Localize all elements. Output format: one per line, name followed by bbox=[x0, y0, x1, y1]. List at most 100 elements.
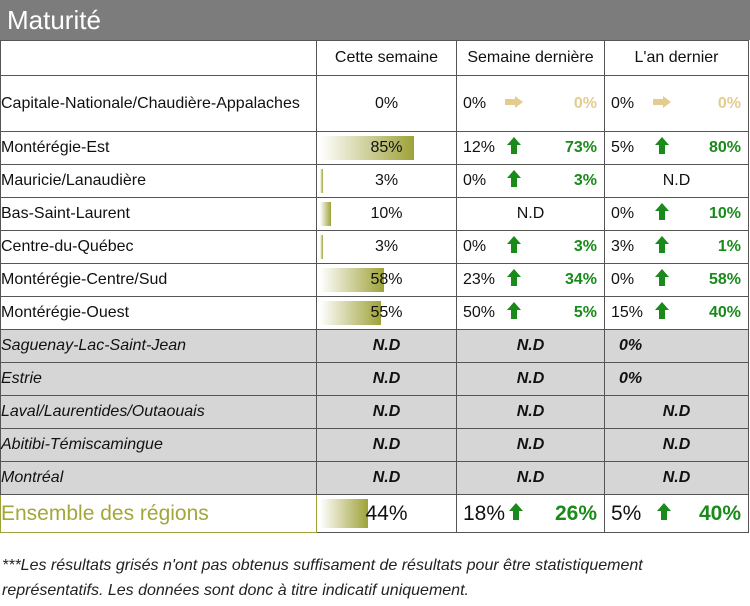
last-year-trend bbox=[645, 203, 679, 225]
last-week-trend bbox=[497, 236, 531, 258]
table-row-greyed: Laval/Laurentides/Outaouais N.D N.D N.D bbox=[0, 395, 749, 429]
last-week-cell: N.D bbox=[456, 362, 605, 396]
last-year-difference: 58% bbox=[708, 271, 741, 288]
page-title: Maturité bbox=[0, 0, 750, 40]
last-year-cell: 15% 40% bbox=[604, 296, 749, 330]
arrow-up-icon bbox=[509, 502, 523, 526]
last-week-trend bbox=[497, 269, 531, 291]
total-last-year-cell: 5% 40% bbox=[604, 494, 749, 533]
maturity-value: 10% bbox=[370, 205, 403, 222]
region-name: Abitibi-Témiscamingue bbox=[0, 428, 317, 462]
last-year-value: 3% bbox=[611, 238, 635, 255]
last-week-cell: 0% 3% bbox=[456, 230, 605, 264]
arrow-up-icon bbox=[507, 302, 521, 324]
last-year-difference: 40% bbox=[708, 304, 741, 321]
total-last-year-comparison: 5% 40% bbox=[605, 495, 748, 532]
maturity-value: 58% bbox=[370, 271, 403, 288]
last-week-value: 50% bbox=[463, 304, 496, 321]
last-year-cell: N.D bbox=[604, 461, 749, 495]
last-year-cell: 0% 0% bbox=[604, 75, 749, 132]
last-week-cell: N.D bbox=[456, 197, 605, 231]
maturity-bar bbox=[320, 301, 381, 325]
table-row: Montérégie-Est 85% 12% 73% 5% 80% bbox=[0, 131, 749, 165]
this-week-cell: N.D bbox=[316, 461, 457, 495]
table-row: Montérégie-Ouest 55% 50% 5% 15% 40% bbox=[0, 296, 749, 330]
last-year-cell: 0% bbox=[604, 362, 749, 396]
this-week-cell: N.D bbox=[316, 428, 457, 462]
last-year-difference: 1% bbox=[717, 238, 741, 255]
last-week-cell: N.D bbox=[456, 461, 605, 495]
table-row: Centre-du-Québec 3% 0% 3% 3% 1% bbox=[0, 230, 749, 264]
table-row: Montérégie-Centre/Sud 58% 23% 34% 0% 58% bbox=[0, 263, 749, 297]
total-last-week-comparison: 18% 26% bbox=[457, 495, 604, 532]
last-year-difference: 0% bbox=[717, 94, 741, 112]
this-week-cell: 10% bbox=[316, 197, 457, 231]
this-week-cell: N.D bbox=[316, 395, 457, 429]
last-year-nd: N.D bbox=[662, 172, 691, 189]
last-week-cell: 0% 0% bbox=[456, 75, 605, 132]
last-week-difference: 3% bbox=[573, 172, 597, 189]
table-row-greyed: Saguenay-Lac-Saint-Jean N.D N.D 0% bbox=[0, 329, 749, 363]
last-week-cell: 50% 5% bbox=[456, 296, 605, 330]
table-row: Mauricie/Lanaudière 3% 0% 3% N.D bbox=[0, 164, 749, 198]
region-name: Montérégie-Centre/Sud bbox=[0, 263, 317, 297]
this-week-cell: 58% bbox=[316, 263, 457, 297]
last-week-difference: 5% bbox=[573, 304, 597, 321]
last-year-comparison: 0% 10% bbox=[605, 198, 748, 230]
arrow-up-icon bbox=[507, 137, 521, 159]
last-year-difference: 80% bbox=[708, 139, 741, 156]
region-name: Estrie bbox=[0, 362, 317, 396]
total-last-year-difference: 40% bbox=[698, 501, 741, 525]
region-name: Montérégie-Ouest bbox=[0, 296, 317, 330]
arrow-up-icon bbox=[657, 502, 671, 526]
total-last-week-trend bbox=[499, 502, 533, 526]
last-year-cell: 3% 1% bbox=[604, 230, 749, 264]
last-year-value: N.D bbox=[662, 469, 691, 486]
total-last-week-cell: 18% 26% bbox=[456, 494, 605, 533]
last-year-value: 0% bbox=[619, 370, 643, 387]
last-week-comparison: 0% 0% bbox=[457, 76, 604, 131]
maturity-bar bbox=[320, 268, 384, 292]
arrow-up-icon bbox=[655, 269, 669, 291]
last-week-value: 12% bbox=[463, 139, 496, 156]
last-year-cell: 0% 10% bbox=[604, 197, 749, 231]
arrow-up-icon bbox=[507, 269, 521, 291]
arrow-up-icon bbox=[655, 302, 669, 324]
region-name: Capitale-Nationale/Chaudière-Appalaches bbox=[0, 75, 317, 132]
last-year-comparison: 5% 80% bbox=[605, 132, 748, 164]
region-name: Centre-du-Québec bbox=[0, 230, 317, 264]
last-year-value: 5% bbox=[611, 139, 635, 156]
header-last-week: Semaine dernière bbox=[456, 40, 605, 76]
this-week-cell: 44% bbox=[316, 494, 457, 533]
maturity-value: 3% bbox=[374, 172, 399, 189]
last-year-value: 0% bbox=[611, 205, 635, 222]
header-this-week: Cette semaine bbox=[316, 40, 457, 76]
last-week-nd: N.D bbox=[516, 205, 545, 222]
last-year-cell: N.D bbox=[604, 395, 749, 429]
last-week-comparison: 12% 73% bbox=[457, 132, 604, 164]
last-week-difference: 73% bbox=[564, 139, 597, 156]
last-week-difference: 3% bbox=[573, 238, 597, 255]
footnote: ***Les résultats grisés n'ont pas obtenu… bbox=[2, 557, 643, 599]
last-year-trend bbox=[645, 236, 679, 258]
arrow-up-icon bbox=[655, 236, 669, 258]
arrow-up-icon bbox=[507, 236, 521, 258]
last-year-trend bbox=[645, 302, 679, 324]
last-week-cell: 12% 73% bbox=[456, 131, 605, 165]
this-week-cell: 0% bbox=[316, 75, 457, 132]
last-week-cell: N.D bbox=[456, 395, 605, 429]
last-year-trend bbox=[645, 269, 679, 291]
last-year-comparison: 0% 0% bbox=[605, 76, 748, 131]
maturity-value: 3% bbox=[374, 238, 399, 255]
total-last-year-value: 5% bbox=[611, 501, 642, 525]
last-year-value: N.D bbox=[662, 436, 691, 453]
maturity-value: 44% bbox=[365, 501, 408, 525]
last-week-cell: N.D bbox=[456, 428, 605, 462]
last-week-value: 0% bbox=[463, 238, 487, 255]
last-year-comparison: 3% 1% bbox=[605, 231, 748, 263]
region-name: Saguenay-Lac-Saint-Jean bbox=[0, 329, 317, 363]
maturity-bar bbox=[320, 202, 331, 226]
last-week-trend bbox=[497, 95, 531, 113]
total-region-name: Ensemble des régions bbox=[0, 494, 317, 533]
last-year-trend bbox=[645, 137, 679, 159]
